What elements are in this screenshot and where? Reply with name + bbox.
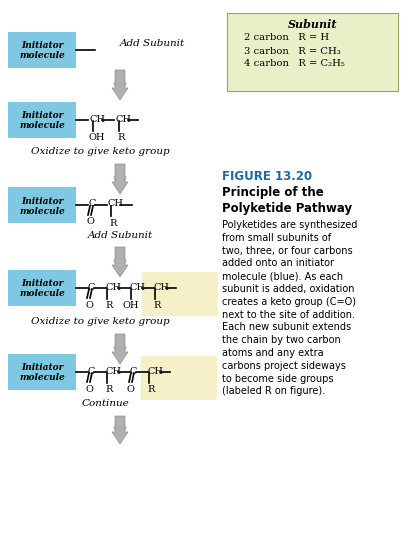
Text: Polyketides are synthesized
from small subunits of
two, three, or four carbons
a: Polyketides are synthesized from small s… xyxy=(222,220,357,397)
Text: O: O xyxy=(86,300,94,310)
FancyBboxPatch shape xyxy=(8,354,76,390)
Text: 3 carbon   R = CH₃: 3 carbon R = CH₃ xyxy=(244,47,341,56)
Text: R: R xyxy=(153,301,160,311)
Text: molecule: molecule xyxy=(19,289,65,299)
Text: Add Subunit: Add Subunit xyxy=(120,40,185,48)
Text: OH: OH xyxy=(89,134,105,142)
Text: Oxidize to give keto group: Oxidize to give keto group xyxy=(30,317,169,327)
Text: CH: CH xyxy=(116,114,132,124)
Polygon shape xyxy=(112,247,128,277)
Text: Initiator: Initiator xyxy=(21,41,63,51)
Text: Initiator: Initiator xyxy=(21,279,63,289)
FancyBboxPatch shape xyxy=(8,32,76,68)
Text: Initiator: Initiator xyxy=(21,196,63,206)
Text: molecule: molecule xyxy=(19,122,65,130)
Text: C: C xyxy=(130,366,137,376)
FancyBboxPatch shape xyxy=(8,270,76,306)
Text: C: C xyxy=(88,366,95,376)
FancyBboxPatch shape xyxy=(8,102,76,138)
Text: OH: OH xyxy=(123,301,140,311)
Text: Add Subunit: Add Subunit xyxy=(87,230,152,239)
Text: Principle of the
Polyketide Pathway: Principle of the Polyketide Pathway xyxy=(222,186,352,215)
Text: FIGURE 13.20: FIGURE 13.20 xyxy=(222,170,312,183)
Text: Continue: Continue xyxy=(81,399,129,409)
Text: O: O xyxy=(87,217,95,227)
Polygon shape xyxy=(112,416,128,444)
Text: Initiator: Initiator xyxy=(21,112,63,120)
Text: R: R xyxy=(147,386,154,394)
Polygon shape xyxy=(112,334,128,364)
Text: Oxidize to give keto group: Oxidize to give keto group xyxy=(30,147,169,157)
Text: Subunit: Subunit xyxy=(288,19,337,30)
Text: CH: CH xyxy=(108,200,124,208)
Text: O: O xyxy=(127,384,135,393)
Text: CH: CH xyxy=(154,283,170,292)
Text: molecule: molecule xyxy=(19,373,65,382)
Text: R: R xyxy=(105,301,112,311)
Text: Initiator: Initiator xyxy=(21,364,63,372)
Text: R: R xyxy=(105,386,112,394)
Text: R: R xyxy=(117,134,124,142)
Text: R: R xyxy=(109,218,116,228)
FancyBboxPatch shape xyxy=(142,272,218,316)
Text: C: C xyxy=(89,200,96,208)
Text: O: O xyxy=(86,384,94,393)
Text: CH: CH xyxy=(130,283,146,292)
Text: CH: CH xyxy=(148,366,164,376)
Text: C: C xyxy=(88,283,95,292)
FancyBboxPatch shape xyxy=(227,13,398,91)
Text: 4 carbon   R = C₂H₅: 4 carbon R = C₂H₅ xyxy=(244,59,345,69)
Text: CH: CH xyxy=(90,114,106,124)
Text: CH: CH xyxy=(106,283,122,292)
Polygon shape xyxy=(112,70,128,100)
FancyBboxPatch shape xyxy=(8,187,76,223)
Text: CH: CH xyxy=(106,366,122,376)
Polygon shape xyxy=(112,164,128,194)
Text: molecule: molecule xyxy=(19,206,65,216)
Text: molecule: molecule xyxy=(19,52,65,60)
FancyBboxPatch shape xyxy=(141,356,217,400)
Text: 2 carbon   R = H: 2 carbon R = H xyxy=(244,34,329,42)
